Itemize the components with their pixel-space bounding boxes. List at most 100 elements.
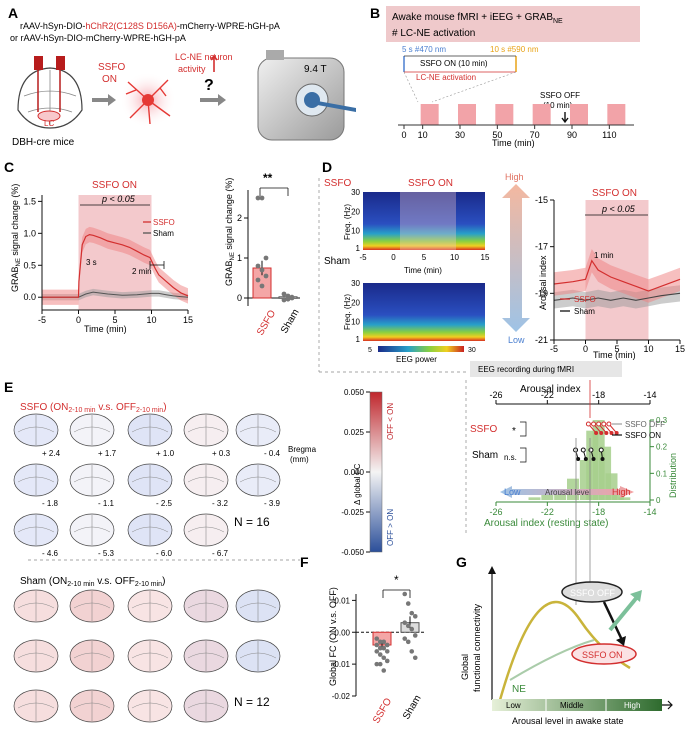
ad-sham-off-0 [573, 447, 579, 453]
d-cb-min: 5 [368, 347, 372, 354]
e-ssfo-brain-slices: + 2.4 + 1.7 + 1.0 + 0.3 - 0.4 - 1.8 - 1.1 - 2.5… [13, 413, 281, 558]
c-ytick-label-3: 1.5 [23, 196, 36, 206]
b-tick-label-0: 0 [401, 130, 406, 140]
f-point-0-5 [377, 645, 383, 651]
ad-sham-on-1 [583, 457, 588, 461]
e-ssfo-slice-curve-0-2 [131, 426, 169, 433]
f-point-1-6 [409, 626, 415, 632]
c-bar-sig: ** [263, 171, 273, 185]
g-level-middle: Middle [560, 701, 584, 710]
eeg-colorbar [378, 346, 464, 352]
e-bregma-1: Bregma [288, 445, 317, 454]
ad-legend-off: SSFO OFF [625, 420, 665, 429]
f-point-0-2 [381, 639, 387, 645]
d-ar-legend-ssfo: SSFO [574, 295, 596, 304]
f-ytick-label-0: 0.01 [334, 596, 350, 605]
e-bregma-2: (mm) [290, 455, 309, 464]
d-ar-high: High [505, 172, 524, 182]
eeg-box-text: EEG recording during fMRI [478, 365, 574, 374]
e-ssfo-bregma-0-3: + 0.3 [212, 449, 231, 458]
e-sham-slice-curve-1-3 [187, 652, 225, 659]
ad-ssfo-off-0 [585, 421, 591, 427]
d-ar-axes: -15 -17 -19 -21-5 0 5 10 15 [535, 195, 685, 354]
d-spec-ytick-s-0: 30 [351, 188, 360, 197]
e-ssfo-slice-curve-1-0 [17, 476, 55, 483]
c-ssfo-line [42, 233, 189, 298]
e-ssfo-slice-curve-0-1 [73, 426, 111, 433]
e-sham-slice-curve-2-0 [17, 702, 55, 709]
ad-bar-0 [528, 497, 541, 500]
c-ann-2min: 2 min [132, 267, 152, 276]
e-ssfo-bregma-1-2: - 2.5 [156, 499, 173, 508]
lc-ne-line1: LC-NE neuron [175, 52, 233, 62]
e-cb-top: OFF < ON [386, 403, 395, 440]
panel-f: F * 0.01 0.00 -0.01 -0.02 Global FC (ON v.s… [300, 554, 424, 726]
ad-sham: Sham [472, 450, 498, 461]
d-ar-low: Low [508, 335, 525, 345]
ad-sham-on-3 [600, 457, 605, 461]
d-ar-ytick-label-3: -21 [535, 335, 548, 345]
d-spec-ytick-s-1: 20 [351, 207, 360, 216]
f-point-0-9 [377, 652, 383, 657]
d-ar-xtick-label-0: -5 [550, 344, 558, 354]
d-spec-ytick-h-3: 1 [356, 335, 361, 344]
d-ssfo-line [553, 259, 681, 292]
c-bar-point-1-5 [289, 294, 295, 300]
d-sham-label: Sham [324, 256, 350, 267]
c-ytick-label-1: 0.5 [23, 260, 36, 270]
f-point-0-8 [374, 649, 380, 654]
d-spec-xtick-4: 15 [481, 253, 490, 262]
ad-ssfo-on-4 [614, 431, 619, 435]
d-spec-xtick-1: 0 [391, 253, 396, 262]
e-ssfo-bregma-1-0: - 1.8 [42, 499, 59, 508]
c-bar-point-1-4 [285, 296, 291, 302]
arrow-icon-2 [200, 94, 226, 106]
e-sham-slice-curve-0-3 [187, 602, 225, 609]
c-bar-ytick-label-2: 2 [237, 213, 242, 223]
blue-label: 5 s #470 nm [402, 45, 446, 54]
ad-right-tick-label-1: 0.2 [656, 443, 668, 452]
e-ssfo-bregma-1-4: - 3.9 [264, 499, 281, 508]
mouse-brain-icon [17, 56, 83, 129]
d-ar-ann: 1 min [594, 251, 614, 260]
up-arrow-icon [210, 53, 218, 72]
g-level-low: Low [506, 701, 521, 710]
panel-g: G Global functional connectivity SSFO OF… [456, 554, 673, 726]
g-xlabel: Arousal level in awake state [512, 716, 624, 726]
d-spec-xtick-2: 5 [422, 253, 427, 262]
c-bar-point-0-2 [263, 255, 269, 261]
d-spec-ylabel-1: Freq. (Hz) [343, 204, 352, 240]
f-point-0-11 [384, 658, 390, 664]
ad-bottom-tick-label-3: -14 [643, 507, 656, 517]
activation-label: LC-NE activation [416, 73, 476, 82]
d-shade-label: SSFO ON [408, 178, 453, 189]
e-sham-slice-curve-1-4 [239, 652, 277, 659]
c-bar-point-1-3 [281, 297, 287, 303]
e-sham-brain-slices [13, 589, 281, 723]
lc-label: LC [44, 119, 54, 128]
title-line-2: # LC-NE activation [392, 28, 475, 39]
f-point-0-14 [381, 668, 387, 673]
c-xtick-label-1: 0 [76, 315, 81, 325]
d-spec-xtick-0: -5 [359, 253, 367, 262]
f-point-1-10 [409, 649, 415, 654]
d-ar-xtick-label-3: 10 [643, 344, 653, 354]
ad-bottom-tick-label-1: -22 [541, 507, 554, 517]
e-ssfo-bregma-2-2: - 6.0 [156, 549, 173, 558]
ad-bar-10 [618, 497, 631, 500]
d-spec-ytick-h-2: 10 [351, 318, 360, 327]
d-ssfo-label: SSFO [324, 178, 351, 189]
e-cb-label: Δ global FC [353, 463, 362, 505]
g-ssfo-on-ellipse [571, 643, 637, 665]
panel-d-label: D [322, 159, 332, 175]
down-arrow-icon [561, 112, 569, 124]
f-point-1-4 [402, 620, 408, 625]
e-ssfo-title: SSFO (ON2-10 min v.s. OFF2-10 min) [20, 402, 167, 414]
c-bar-x-ssfo: SSFO [255, 308, 278, 337]
d-spec-ytick-h-0: 30 [351, 279, 360, 288]
e-ssfo-bregma-0-2: + 1.0 [156, 449, 175, 458]
e-ssfo-bregma-2-0: - 4.6 [42, 549, 59, 558]
f-point-1-11 [412, 655, 418, 661]
ad-bottom-tick-label-0: -26 [489, 507, 502, 517]
d-ar-ytick-label-1: -17 [535, 242, 548, 252]
